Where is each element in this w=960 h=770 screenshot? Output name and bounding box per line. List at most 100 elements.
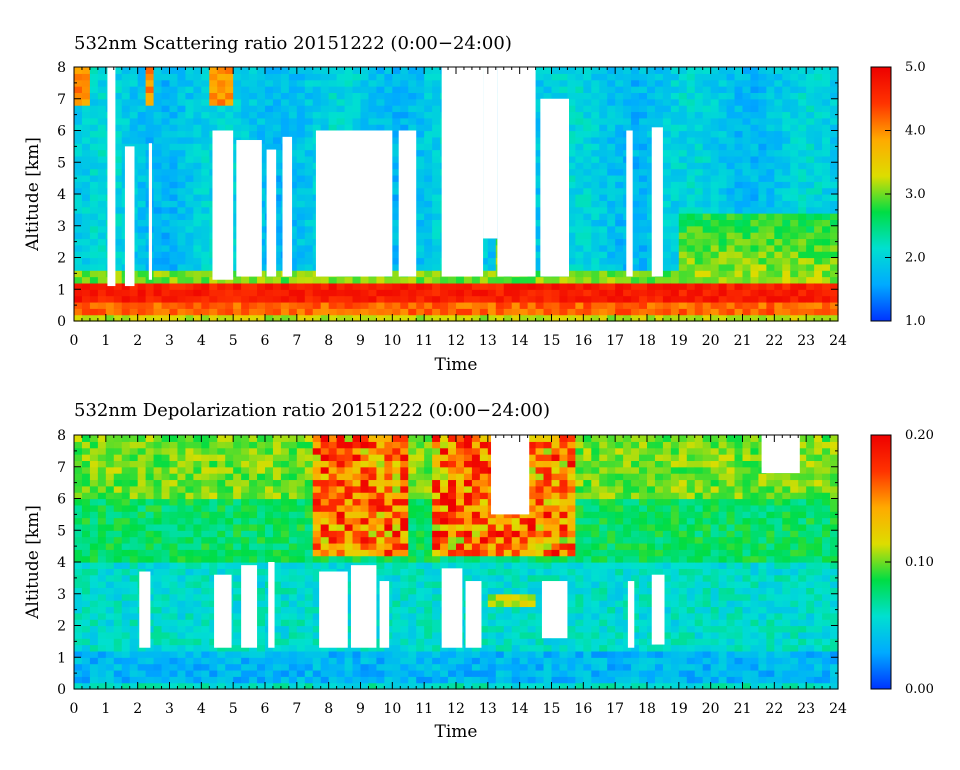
heatmap-cell [631,111,640,119]
heatmap-cell [647,174,656,182]
heatmap-cell [74,98,83,106]
heatmap-cell [710,238,720,246]
heatmap-cell [113,574,123,582]
heatmap-cell [814,251,823,259]
heatmap-cell [734,251,744,259]
heatmap-cell [352,282,362,290]
heatmap-cell [615,276,624,284]
heatmap-cell [710,79,720,87]
heatmap-cell [185,168,194,176]
heatmap-cell [233,593,242,601]
heatmap-cell [153,669,163,677]
heatmap-cell [360,105,370,113]
heatmap-cell [185,225,194,233]
heatmap-cell [599,73,608,81]
heatmap-cell [169,549,179,557]
heatmap-cell [209,479,218,487]
heatmap-cell [639,136,648,144]
heatmap-cell [758,276,767,284]
heatmap-cell [97,606,107,614]
heatmap-cell [161,187,171,195]
heatmap-cell [599,136,608,144]
heatmap-cell [392,143,401,151]
heatmap-cell [169,473,179,481]
heatmap-cell [233,447,242,455]
heatmap-cell [288,174,298,182]
heatmap-cell [161,213,171,220]
heatmap-cell [129,308,139,316]
heatmap-cell [113,511,123,519]
heatmap-cell [272,308,282,316]
heatmap-cell [670,130,680,138]
heatmap-cell [97,593,107,601]
heatmap-cell [233,460,242,468]
heatmap-cell [81,581,91,588]
heatmap-cell [129,549,139,557]
heatmap-cell [288,168,298,176]
heatmap-cell [89,473,99,481]
heatmap-cell [145,73,155,81]
heatmap-cell [296,232,306,240]
heatmap-cell [814,219,823,227]
heatmap-cell [89,117,99,125]
heatmap-cell [81,73,91,81]
heatmap-cell [81,206,91,214]
heatmap-cell [312,124,322,132]
heatmap-cell [615,105,624,113]
heatmap-cell [758,238,767,246]
heatmap-cell [74,200,83,208]
heatmap-cell [591,168,600,176]
heatmap-cell [814,105,823,113]
heatmap-cell [726,162,736,170]
heatmap-cell [288,181,298,189]
heatmap-cell [225,663,234,671]
heatmap-cell [575,301,584,309]
heatmap-cell [328,111,338,119]
heatmap-cell [153,536,163,544]
heatmap-cell [74,644,83,652]
heatmap-cell [559,79,569,87]
heatmap-cell [304,111,314,119]
heatmap-cell [177,466,187,474]
heatmap-cell [766,136,775,144]
heatmap-cell [241,650,250,658]
heatmap-cell [662,67,672,74]
heatmap-cell [599,314,608,322]
heatmap-cell [105,625,115,633]
x-tick-label: 24 [829,333,847,349]
heatmap-cell [280,98,290,106]
heatmap-cell [296,314,306,322]
heatmap-cell [424,282,433,290]
heatmap-cell [217,492,226,500]
heatmap-cell [185,257,194,265]
heatmap-cell [670,124,680,132]
heatmap-cell [607,124,616,132]
heatmap-cell [766,130,775,138]
heatmap-cell [742,117,752,125]
heatmap-cell [97,73,107,81]
heatmap-cell [89,549,99,557]
heatmap-cell [97,282,107,290]
heatmap-cell [551,314,561,322]
heatmap-cell [105,676,115,684]
heatmap-cell [201,219,210,227]
heatmap-cell [718,314,728,322]
heatmap-cell [169,536,179,544]
heatmap-cell [81,276,91,284]
heatmap-cell [209,454,218,461]
heatmap-cell [686,308,696,316]
heatmap-cell [320,92,330,100]
heatmap-cell [408,73,417,81]
heatmap-cell [129,98,139,106]
heatmap-cell [623,301,632,309]
heatmap-cell [153,270,163,278]
heatmap-cell [710,225,720,233]
heatmap-cell [320,117,330,125]
heatmap-cell [726,282,736,290]
heatmap-cell [137,517,147,525]
heatmap-cell [782,206,791,214]
heatmap-cell [670,257,680,265]
heatmap-cell [790,73,799,81]
heatmap-cell [774,263,783,271]
heatmap-cell [734,289,744,297]
